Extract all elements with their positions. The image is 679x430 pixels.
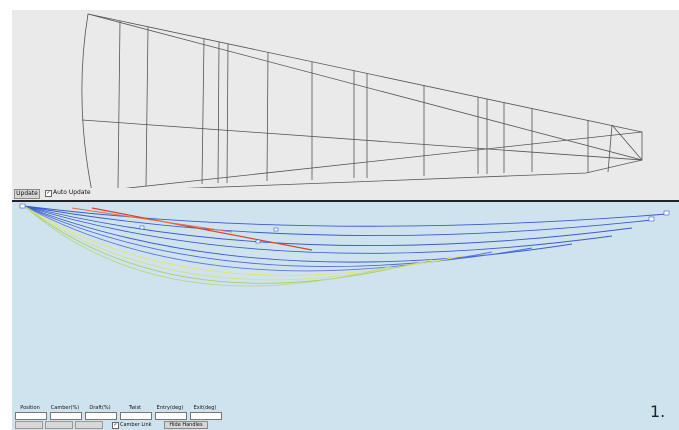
twist-field[interactable] [120, 412, 152, 420]
auto-update-checkbox[interactable]: ✓ [45, 190, 52, 197]
control-button-1[interactable] [15, 421, 43, 429]
planform-view [12, 10, 679, 188]
update-button[interactable]: Update [14, 189, 40, 199]
camber-field[interactable] [50, 412, 82, 420]
view-divider[interactable] [12, 200, 679, 202]
position-field[interactable] [15, 412, 47, 420]
page-number: 1. [650, 402, 666, 421]
camber-link-label: Camber Link [120, 422, 152, 428]
camber-link-checkbox[interactable]: ✓ [112, 422, 119, 429]
section-view [12, 202, 679, 430]
section-curves [19, 203, 670, 287]
column-header-twist: Twist [128, 405, 142, 411]
column-header-camber: Camber(%) [50, 405, 80, 411]
column-header-draft: Draft(%) [89, 405, 111, 411]
top-toolbar: Update ✓ Auto Update [12, 188, 679, 200]
draft-field[interactable] [85, 412, 117, 420]
auto-update-label: Auto Update [53, 189, 91, 196]
planform-outline [81, 13, 643, 188]
entry-field[interactable] [155, 412, 187, 420]
control-button-2[interactable] [45, 421, 73, 429]
column-header-entry: Entry(deg) [156, 405, 184, 411]
sail-planform-outline [81, 13, 643, 188]
column-header-exit: Exit(deg) [193, 405, 217, 411]
control-button-3[interactable] [75, 421, 103, 429]
hide-handles-button[interactable]: Hide Handles [164, 421, 208, 429]
exit-field[interactable] [190, 412, 222, 420]
column-header-position: Position [20, 405, 40, 411]
